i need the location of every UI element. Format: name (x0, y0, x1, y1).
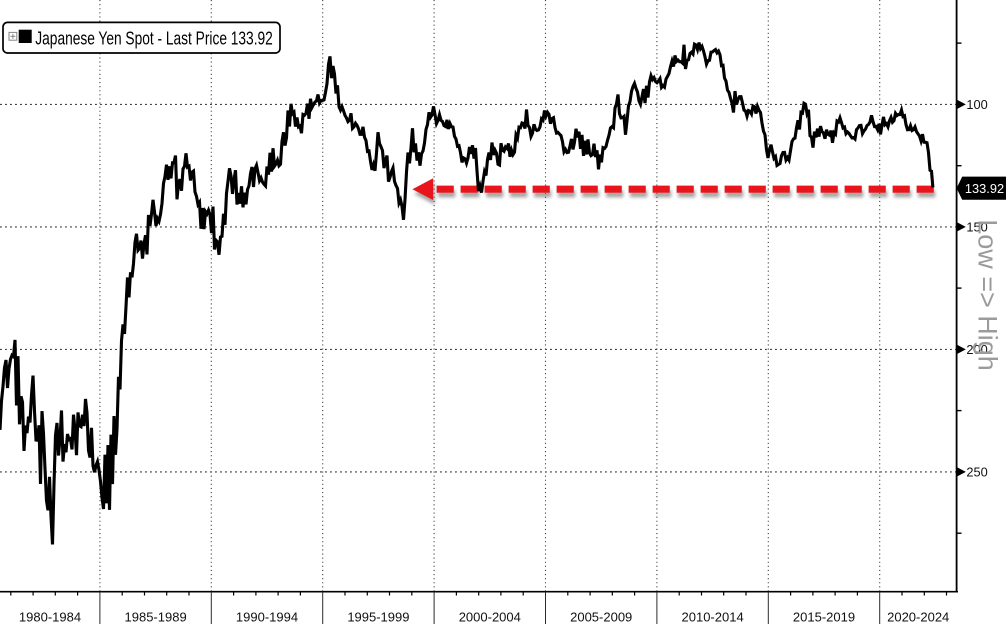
svg-text:2010-2014: 2010-2014 (682, 609, 744, 624)
svg-text:100: 100 (966, 97, 987, 112)
svg-text:1990-1994: 1990-1994 (236, 609, 298, 624)
svg-text:2020-2024: 2020-2024 (887, 609, 949, 624)
svg-text:133.92: 133.92 (965, 181, 1004, 196)
svg-text:250: 250 (966, 465, 987, 480)
svg-text:2005-2009: 2005-2009 (570, 609, 632, 624)
svg-text:200: 200 (966, 342, 987, 357)
svg-text:2000-2004: 2000-2004 (459, 609, 521, 624)
svg-text:Japanese Yen Spot - Last Price: Japanese Yen Spot - Last Price 133.92 (35, 28, 272, 49)
svg-text:Low => High: Low => High (973, 219, 1003, 371)
svg-text:1995-1999: 1995-1999 (347, 609, 409, 624)
svg-text:150: 150 (966, 220, 987, 235)
svg-text:2015-2019: 2015-2019 (793, 609, 855, 624)
svg-text:1980-1984: 1980-1984 (19, 609, 81, 624)
svg-text:1985-1989: 1985-1989 (125, 609, 187, 624)
